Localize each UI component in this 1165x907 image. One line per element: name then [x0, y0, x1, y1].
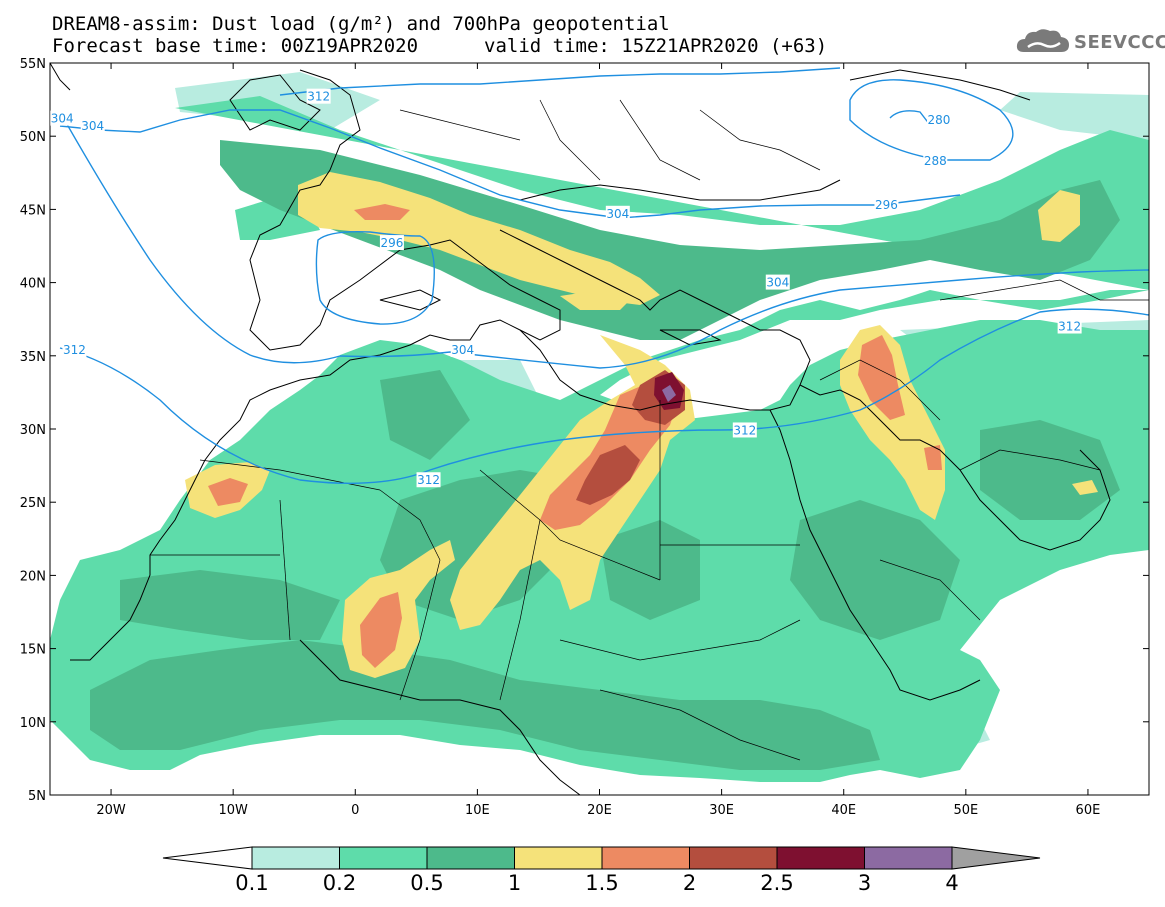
contour-label-bg — [923, 153, 948, 169]
lat-tick-label: 15N — [20, 643, 46, 658]
contour-label: 280 — [928, 113, 951, 127]
contour-label-bg — [450, 341, 475, 357]
contour-label-bg — [62, 341, 87, 357]
coastlines — [50, 63, 1111, 795]
contour-label: 296 — [380, 236, 403, 250]
lat-tick-label: 20N — [20, 569, 46, 584]
contour-label: 304 — [766, 276, 789, 290]
colorbar-label: 1.5 — [585, 871, 618, 895]
colorbar-label: 3 — [858, 871, 871, 895]
contour-label-bg — [416, 472, 441, 488]
contour-label: 304 — [81, 119, 104, 133]
contour-label-bg — [1057, 318, 1082, 334]
colorbar-segment — [776, 846, 865, 870]
lon-tick-label: 0 — [351, 803, 359, 818]
contour-label: 304 — [51, 112, 74, 126]
contour-label-bg — [926, 112, 951, 128]
contour-label: 312 — [1058, 320, 1081, 334]
forecast-base-time: Forecast base time: 00Z19APR2020 — [52, 35, 419, 57]
colorbar-label: 0.5 — [410, 871, 443, 895]
lat-tick-label: 30N — [20, 423, 46, 438]
latitude-ticks: 5N 10N 15N 20N 25N 30N 35N 40N 45N 50N 55N — [20, 57, 1149, 804]
colorbar-segment — [339, 846, 428, 870]
lat-tick-label: 5N — [28, 789, 46, 804]
lat-tick-label: 40N — [20, 277, 46, 292]
contour-label-bg — [732, 422, 757, 438]
colorbar-segment — [864, 846, 953, 870]
contour-label-bg — [50, 110, 75, 126]
colorbar-segment — [689, 846, 778, 870]
longitude-ticks: 20W 10W 0 10E 20E 30E 40E 50E 60E — [96, 63, 1100, 818]
colorbar-segment — [426, 846, 515, 870]
colorbar-segment — [251, 846, 340, 870]
contour-label: 312 — [733, 423, 756, 437]
colorbar-label: 2.5 — [760, 871, 793, 895]
colorbar-segment — [514, 846, 603, 870]
contour-label-bg — [874, 197, 899, 213]
lat-tick-label: 35N — [20, 350, 46, 365]
contour-label: 296 — [875, 198, 898, 212]
lon-tick-label: 10E — [465, 803, 490, 818]
contour-label-bg — [379, 235, 404, 251]
lon-tick-label: 60E — [1076, 803, 1101, 818]
colorbar-arrow-low — [162, 846, 253, 870]
contour-label-bg — [306, 88, 331, 104]
contour-label-bg — [80, 117, 105, 133]
colorbar-label: 0.2 — [323, 871, 356, 895]
colorbar: 0.1 0.2 0.5 1 1.5 2 2.5 3 4 — [162, 846, 1041, 895]
contour-label-bg — [765, 274, 790, 290]
contour-label: 312 — [417, 473, 440, 487]
contour-label: 304 — [451, 343, 474, 357]
country-borders — [150, 99, 1149, 761]
lon-tick-label: 50E — [953, 803, 978, 818]
colorbar-arrow-high — [951, 846, 1041, 870]
lon-tick-label: 20W — [96, 803, 126, 818]
lon-tick-label: 40E — [831, 803, 856, 818]
lon-tick-label: 20E — [587, 803, 612, 818]
colorbar-label: 4 — [945, 871, 958, 895]
colorbar-label: 1 — [508, 871, 521, 895]
map-area — [50, 63, 1149, 795]
contour-label-bg — [605, 205, 630, 221]
valid-time: valid time: 15Z21APR2020 (+63) — [484, 35, 828, 57]
contour-label: 304 — [606, 207, 629, 221]
lat-tick-label: 10N — [20, 716, 46, 731]
map-title: DREAM8-assim: Dust load (g/m²) and 700hP… — [52, 13, 670, 35]
colorbar-label: 0.1 — [235, 871, 268, 895]
cloud-icon — [1016, 29, 1069, 52]
lat-tick-label: 50N — [20, 130, 46, 145]
contour-label: 312 — [63, 343, 86, 357]
colorbar-segment — [601, 846, 690, 870]
contour-label: 288 — [924, 154, 947, 168]
lon-tick-label: 30E — [709, 803, 734, 818]
colorbar-label: 2 — [683, 871, 696, 895]
dust-level-3 — [662, 385, 676, 402]
seevccc-logo: SEEVCCC — [1016, 26, 1165, 60]
lat-tick-label: 25N — [20, 496, 46, 511]
lat-tick-label: 45N — [20, 203, 46, 218]
contour-labels: 312 304 304 280 288 296 304 296 304 312 312 304 312 3… — [50, 88, 1082, 488]
lat-tick-label: 55N — [20, 57, 46, 72]
contour-label: 312 — [307, 90, 330, 104]
logo-text: SEEVCCC — [1074, 32, 1165, 53]
lon-tick-label: 10W — [218, 803, 248, 818]
